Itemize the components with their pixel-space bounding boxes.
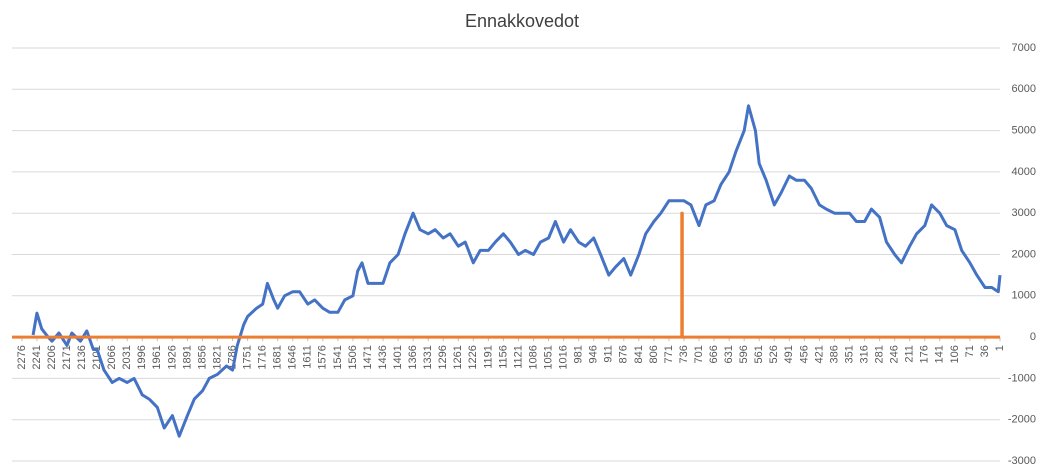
y-tick-label: 3000: [1012, 207, 1036, 219]
y-tick-label: 1000: [1012, 290, 1036, 302]
x-tick-label: 106: [949, 345, 961, 363]
x-tick-label: 351: [843, 345, 855, 363]
x-tick-label: 1366: [407, 345, 419, 369]
x-tick-label: 1961: [151, 345, 163, 369]
y-tick-label: 7000: [1012, 42, 1036, 54]
chart-title: Ennakkovedot: [465, 11, 579, 31]
x-tick-label: 561: [753, 345, 765, 363]
x-tick-label: 806: [648, 345, 660, 363]
x-tick-label: 386: [828, 345, 840, 363]
x-tick-label: 1191: [482, 345, 494, 369]
x-tick-label: 1541: [332, 345, 344, 369]
y-tick-label: 0: [1030, 331, 1036, 343]
x-tick-label: 1086: [527, 345, 539, 369]
y-tick-label: 5000: [1012, 125, 1036, 137]
series-line: [12, 211, 1000, 339]
x-tick-label: 1401: [392, 345, 404, 369]
x-tick-label: 701: [693, 345, 705, 363]
x-tick-label: 246: [889, 345, 901, 363]
x-tick-label: 316: [858, 345, 870, 363]
x-tick-label: 1471: [362, 345, 374, 369]
x-tick-label: 2206: [46, 345, 58, 369]
x-tick-label: 1611: [302, 345, 314, 369]
x-tick-label: 281: [874, 345, 886, 363]
x-tick-label: 771: [663, 345, 675, 363]
x-tick-label: 211: [904, 345, 916, 363]
y-tick-label: -1000: [1008, 372, 1036, 384]
x-tick-label: 2276: [16, 345, 28, 369]
x-tick-label: 141: [934, 345, 946, 363]
x-tick-label: 841: [633, 345, 645, 363]
x-tick-label: 876: [618, 345, 630, 363]
x-tick-label: 1646: [287, 345, 299, 369]
x-tick-label: 2066: [106, 345, 118, 369]
x-tick-label: 1681: [272, 345, 284, 369]
x-tick-label: 1751: [242, 345, 254, 369]
x-tick-label: 1506: [347, 345, 359, 369]
x-tick-label: 1891: [181, 345, 193, 369]
x-tick-label: 1051: [542, 345, 554, 369]
y-tick-label: 2000: [1012, 248, 1036, 260]
x-tick-label: 1821: [211, 345, 223, 369]
x-tick-label: 1926: [166, 345, 178, 369]
x-tick-label: 911: [603, 345, 615, 363]
x-tick-label: 36: [979, 345, 991, 357]
x-tick-label: 1331: [422, 345, 434, 369]
x-tick-label: 736: [678, 345, 690, 363]
x-tick-label: 2101: [91, 345, 103, 369]
x-tick-label: 1576: [317, 345, 329, 369]
y-tick-label: 6000: [1012, 83, 1036, 95]
x-tick-label: 1436: [377, 345, 389, 369]
y-tick-label: 4000: [1012, 166, 1036, 178]
x-tick-label: 1261: [452, 345, 464, 369]
x-tick-label: 491: [783, 345, 795, 363]
x-tick-label: 71: [964, 345, 976, 357]
x-tick-label: 456: [798, 345, 810, 363]
x-tick-label: 1016: [558, 345, 570, 369]
x-tick-label: 2136: [76, 345, 88, 369]
x-tick-label: 1996: [136, 345, 148, 369]
x-tick-label: 596: [738, 345, 750, 363]
x-tick-label: 1121: [512, 345, 524, 369]
y-tick-label: -2000: [1008, 414, 1036, 426]
x-tick-label: 1296: [437, 345, 449, 369]
x-tick-label: 1156: [497, 345, 509, 369]
x-tick-label: 176: [919, 345, 931, 363]
x-tick-label: 631: [723, 345, 735, 363]
x-tick-label: 981: [573, 345, 585, 363]
x-tick-label: 2031: [121, 345, 133, 369]
x-tick-label: 1716: [257, 345, 269, 369]
x-tick-label: 526: [768, 345, 780, 363]
series-line: [31, 104, 1002, 438]
x-tick-label: 1856: [196, 345, 208, 369]
x-tick-label: 2241: [31, 345, 43, 369]
y-tick-label: -3000: [1008, 455, 1036, 467]
x-tick-label: 666: [708, 345, 720, 363]
x-tick-label: 1226: [467, 345, 479, 369]
x-tick-label: 946: [588, 345, 600, 363]
x-tick-label: 2171: [61, 345, 73, 369]
x-tick-label: 421: [813, 345, 825, 363]
x-tick-label: 1: [994, 345, 1006, 351]
